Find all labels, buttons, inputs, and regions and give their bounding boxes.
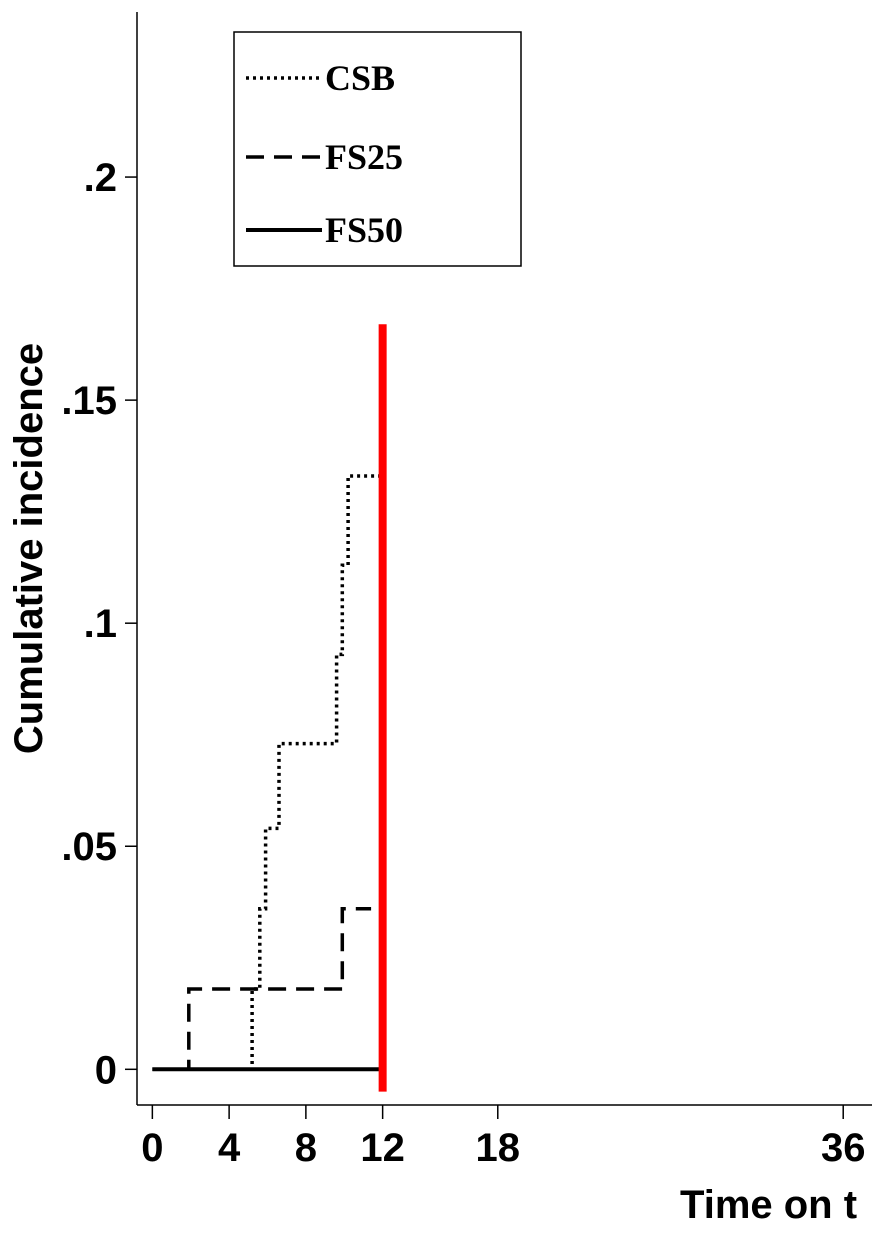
legend-label-csb: CSB	[325, 58, 395, 98]
y-tick-label: .15	[61, 379, 117, 423]
x-tick-label: 4	[218, 1126, 241, 1170]
y-tick-label: .1	[84, 602, 117, 646]
x-tick-label: 36	[821, 1126, 866, 1170]
x-tick-label: 8	[295, 1126, 317, 1170]
y-tick-label: .2	[84, 156, 117, 200]
x-tick-label: 12	[360, 1126, 405, 1170]
legend-box	[233, 31, 522, 267]
legend: CSB FS25 FS50	[233, 31, 522, 267]
axes: 0 .05 .1 .15 .2 0 4 8 12 18 36 Cumulative incidence…	[7, 12, 872, 1227]
y-tick-label: 0	[95, 1048, 117, 1092]
series-marks	[152, 324, 387, 1092]
series-line-csb	[152, 474, 381, 1072]
y-tick-label: .05	[61, 825, 117, 869]
y-axis-title: Cumulative incidence	[7, 343, 51, 754]
series-line-fs25	[152, 906, 372, 1072]
x-tick-label: 18	[476, 1126, 521, 1170]
x-tick-label: 0	[141, 1126, 163, 1170]
legend-label-fs50: FS50	[325, 210, 403, 250]
x-axis-title: Time on t	[680, 1183, 857, 1227]
legend-label-fs25: FS25	[325, 137, 403, 177]
